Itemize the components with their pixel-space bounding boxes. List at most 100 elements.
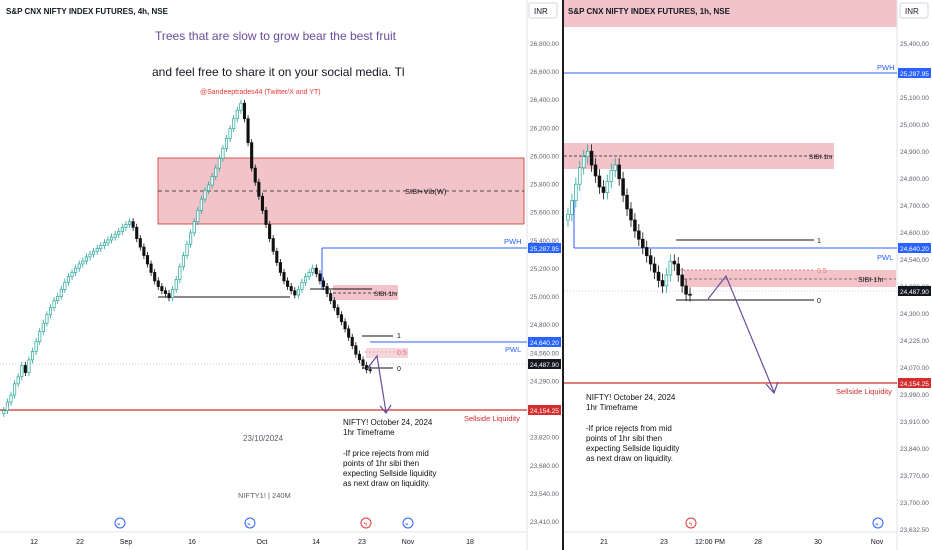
candle-body <box>268 224 272 239</box>
left-y-axis[interactable]: 26,800.00 26,600.00 26,400.00 26,200.00 26,0… <box>530 41 559 526</box>
candle-body <box>167 293 171 299</box>
candle-body <box>217 157 221 169</box>
candle-body <box>81 260 85 265</box>
y-tick-label: 25,800.00 <box>530 182 559 189</box>
candle-body <box>566 214 570 221</box>
fib-05-right: 0.5 <box>817 268 827 275</box>
candle-body <box>138 238 142 248</box>
candle-body <box>361 359 365 366</box>
sellside-price-tag-right: 24,154.25 <box>900 381 929 388</box>
quote-text: Trees that are slow to grow bear the bes… <box>155 29 397 43</box>
note-left-line-4: -If price rejects from mid <box>343 449 429 458</box>
y-tick-label: 26,600.00 <box>530 69 559 76</box>
candle-body <box>357 353 361 361</box>
candle-body <box>656 271 661 281</box>
event-icon-3[interactable] <box>402 517 414 529</box>
right-x-axis[interactable]: 21 23 12:00 PM 28 30 Nov <box>600 539 884 546</box>
y-tick-label: 24,700.00 <box>900 203 929 210</box>
candle-body <box>181 255 185 268</box>
last-price-tag-left: 24,487.90 <box>530 362 559 369</box>
x-tick-label: 22 <box>76 539 84 546</box>
event-icon-1[interactable] <box>114 517 126 529</box>
y-tick-label: 23,410.00 <box>530 519 559 526</box>
left-x-axis[interactable]: 12 22 Sep 16 Oct 14 23 Nov 18 <box>30 539 474 546</box>
candle-body <box>613 164 617 171</box>
candle-body <box>296 288 300 296</box>
candle-body <box>350 336 354 347</box>
candle-body <box>597 175 602 188</box>
y-tick-label: 23,680.00 <box>530 463 559 470</box>
x-tick-label: 18 <box>466 539 474 546</box>
right-currency[interactable]: INR <box>905 7 919 16</box>
candle-body <box>38 331 42 342</box>
note-left-line-2: 1hr Timeframe <box>343 428 395 437</box>
panel-divider[interactable] <box>562 0 564 550</box>
left-chart[interactable]: S&P CNX NIFTY INDEX FUTURES, 4h, NSE INR… <box>0 0 562 550</box>
candle-body <box>203 190 207 200</box>
candle-body <box>257 181 261 197</box>
projection-arrow-left <box>366 354 387 413</box>
fib-05-left: 0.5 <box>397 350 407 357</box>
note-right-line-5: points of 1hr sibi then <box>586 434 662 443</box>
candle-body <box>149 263 153 273</box>
candle-body <box>235 109 239 120</box>
candle-body <box>343 321 347 330</box>
candle-body <box>617 164 621 180</box>
candle-body <box>27 359 31 373</box>
candle-body <box>570 200 574 215</box>
y-tick-label: 25,600.00 <box>530 210 559 217</box>
candle-body <box>307 272 311 278</box>
sibi-1hr-label-left: SIBI-1hr <box>374 291 399 298</box>
candle-body <box>318 273 322 282</box>
candle-body <box>311 267 315 273</box>
svg-text:ϟ: ϟ <box>689 522 693 528</box>
candle-body <box>289 286 293 292</box>
note-left-line-5: points of 1hr sibi then <box>343 459 419 468</box>
flash-icon-left[interactable] <box>360 517 372 529</box>
note-right-line-1: NIFTY! October 24, 2024 <box>586 393 676 402</box>
candle-body <box>145 255 150 265</box>
candle-body <box>264 210 268 225</box>
candle-body <box>56 296 60 301</box>
y-tick-label: 25,000.00 <box>530 294 559 301</box>
sibi-1hr-label-right-2: SIBI-1hr <box>858 277 884 284</box>
candle-body <box>88 253 92 258</box>
y-tick-label: 23,700.00 <box>900 500 929 507</box>
right-chart[interactable]: S&P CNX NIFTY INDEX FUTURES, 1h, NSE INR… <box>564 0 932 550</box>
left-currency[interactable]: INR <box>534 7 548 16</box>
candle-body <box>120 226 124 232</box>
flash-icon-right[interactable] <box>685 517 697 529</box>
candle-body <box>160 286 164 292</box>
pwl-label-right: PWL <box>877 253 893 262</box>
candle-body <box>30 351 35 361</box>
candle-body <box>684 285 688 295</box>
y-tick-label: 23,770.00 <box>900 473 929 480</box>
candle-body <box>605 181 610 193</box>
y-tick-label: 24,800.00 <box>900 176 929 183</box>
x-tick-label: Nov <box>402 539 415 546</box>
candle-body <box>680 274 684 287</box>
svg-text:»: » <box>875 522 879 528</box>
candle-body <box>347 328 351 338</box>
watermark-symbol: NIFTY1! | 240M <box>238 491 291 500</box>
candle-body <box>113 234 117 238</box>
x-tick-label: 30 <box>814 539 822 546</box>
candle-body <box>110 236 114 241</box>
candle-body <box>174 279 178 290</box>
candle-body <box>282 272 286 282</box>
candle-body <box>321 280 326 287</box>
candle-body <box>92 250 96 255</box>
x-tick-label: 21 <box>600 539 608 546</box>
candle-body <box>688 293 692 296</box>
event-icon-right[interactable] <box>872 517 884 529</box>
candle-body <box>224 138 229 149</box>
candle-body <box>214 167 218 177</box>
candle-body <box>221 147 225 159</box>
y-tick-label: 24,290.00 <box>530 378 559 385</box>
candle-body <box>48 307 53 316</box>
candle-body <box>5 401 9 411</box>
candle-body <box>609 170 614 182</box>
candle-body <box>232 118 236 129</box>
svg-text:»: » <box>117 522 121 528</box>
event-icon-2[interactable] <box>244 517 256 529</box>
